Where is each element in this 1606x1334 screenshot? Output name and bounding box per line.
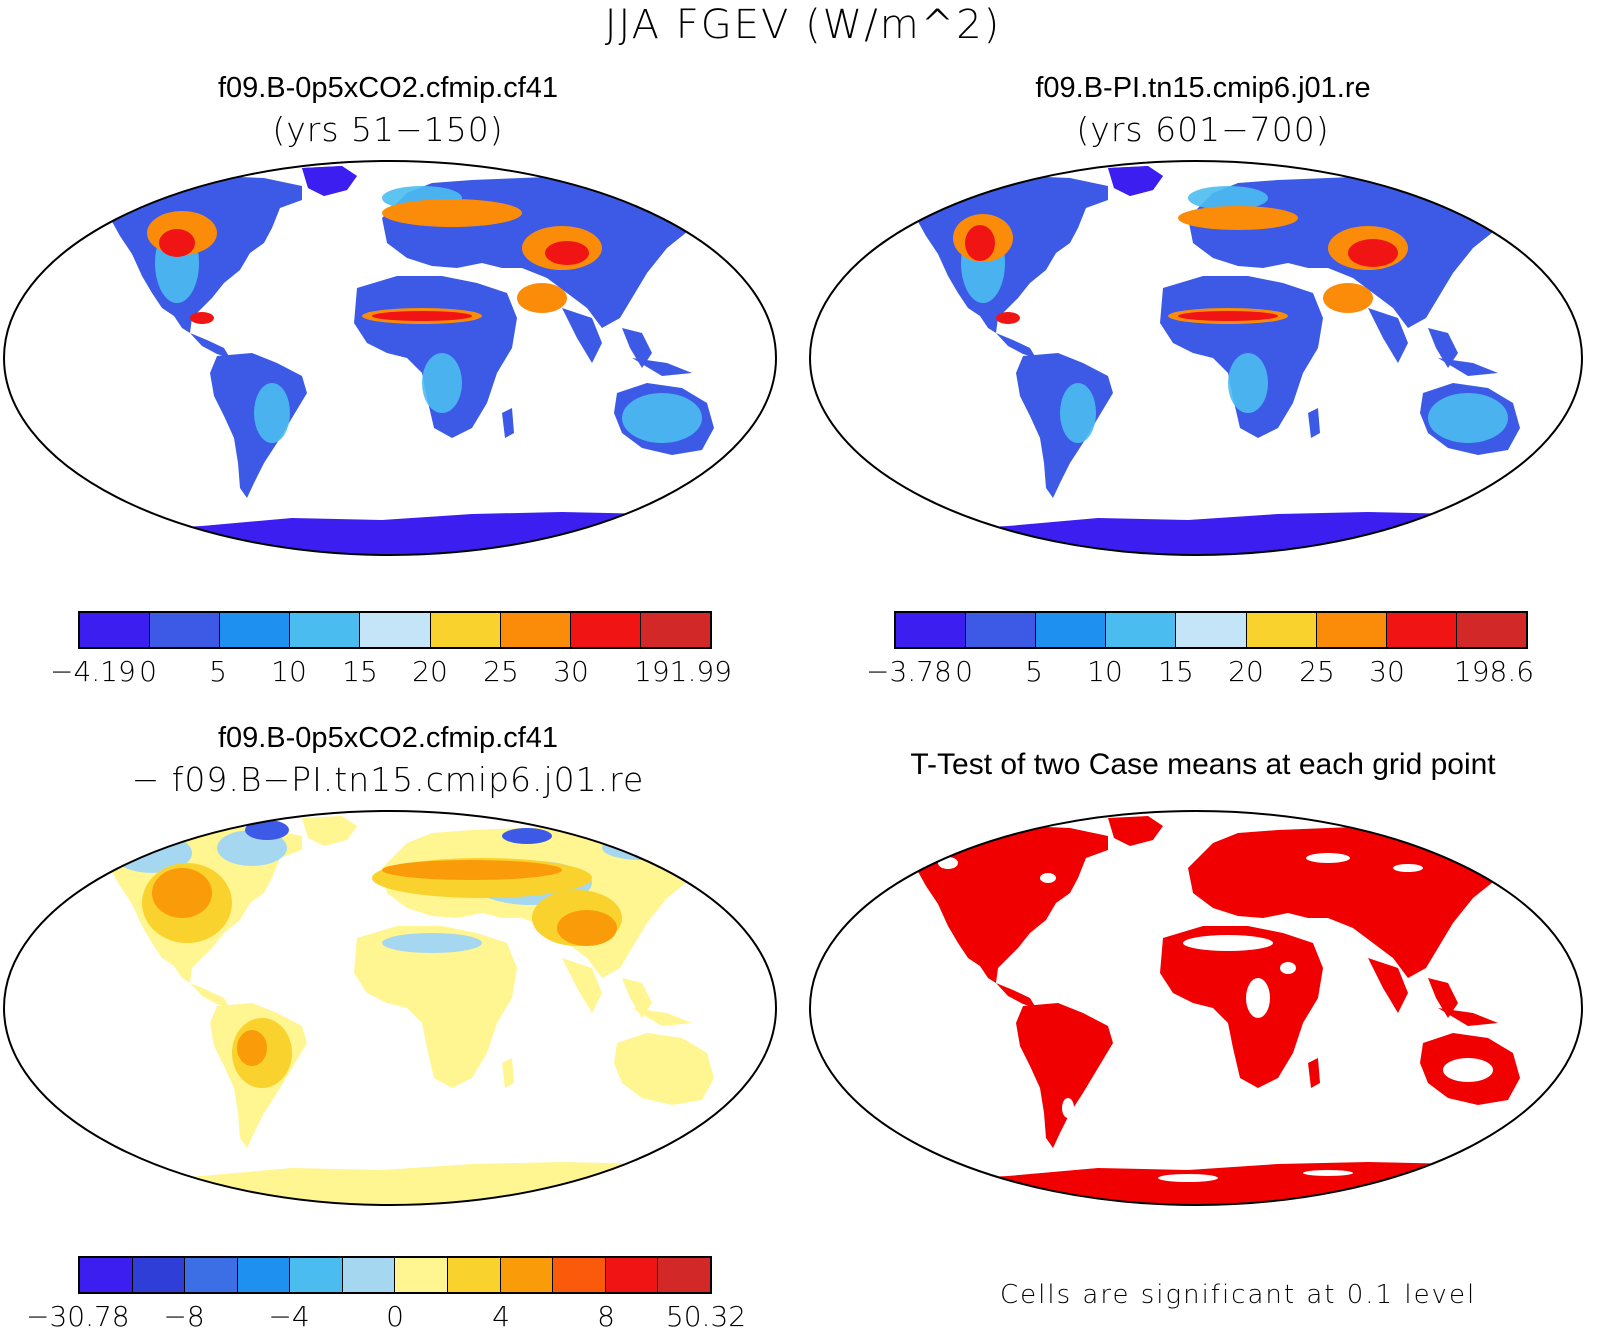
colorbar-labels-top-right: −3.78 0 5 10 15 20 25 30 198.6 (866, 655, 1534, 689)
colorbar-label: −8 (163, 1300, 205, 1333)
colorbar-cell (1456, 613, 1526, 647)
colorbar-cell (1316, 613, 1387, 647)
panel-title-top-right: f09.B-PI.tn15.cmip6.j01.re (1035, 72, 1371, 104)
colorbar-cell (553, 1258, 606, 1292)
colorbar-cell (605, 1258, 659, 1292)
colorbar-label: 5 (1025, 655, 1043, 688)
colorbar-cell (966, 613, 1037, 647)
colorbar-cell (360, 613, 431, 647)
colorbar-cell (640, 613, 710, 647)
colorbar-label: 0 (955, 655, 973, 688)
colorbar-cell (395, 1258, 449, 1292)
colorbar-label: 15 (1158, 655, 1194, 688)
colorbar-label: 50.32 (665, 1300, 747, 1333)
figure-title: JJA FGEV (W/m^2) (604, 2, 1002, 48)
panel-subtitle-top-right: (yrs 601−700) (1076, 110, 1330, 149)
colorbar-label: 10 (1087, 655, 1123, 688)
colorbar-label: −3.78 (866, 655, 952, 688)
colorbar-bottom-left (78, 1256, 712, 1294)
colorbar-cell (342, 1258, 396, 1292)
significant-cells (903, 816, 1528, 1205)
colorbar-cell (896, 613, 967, 647)
colorbar-cell (500, 1258, 554, 1292)
colorbar-label: −4 (268, 1300, 310, 1333)
colorbar-label: 20 (412, 655, 448, 688)
colorbar-cell (448, 1258, 501, 1292)
colorbar-label: 30 (553, 655, 589, 688)
colorbar-labels-top-left: −4.19 0 5 10 15 20 25 30 191.99 (50, 655, 732, 689)
colorbar-label: 4 (492, 1300, 510, 1333)
colorbar-cell (290, 1258, 343, 1292)
colorbar-cell (1246, 613, 1317, 647)
colorbar-label: −30.78 (26, 1300, 130, 1333)
colorbar-cell (150, 613, 221, 647)
colorbar-cell (570, 613, 641, 647)
colorbar-label: 8 (597, 1300, 615, 1333)
colorbar-top-left (78, 611, 712, 649)
colorbar-cell (185, 1258, 238, 1292)
panel-subtitle-top-left: (yrs 51−150) (272, 110, 504, 149)
colorbar-label: 25 (483, 655, 519, 688)
colorbar-label: 30 (1369, 655, 1405, 688)
colorbar-label: 0 (139, 655, 157, 688)
colorbar-cell (80, 1258, 133, 1292)
colorbar-label: 0 (386, 1300, 404, 1333)
colorbar-cell (220, 613, 291, 647)
colorbar-label: 10 (271, 655, 307, 688)
colorbar-label: 15 (342, 655, 378, 688)
colorbar-cell (132, 1258, 186, 1292)
colorbar-cell (1176, 613, 1247, 647)
colorbar-cell (290, 613, 361, 647)
colorbar-cell (237, 1258, 291, 1292)
colorbar-cell (1036, 613, 1107, 647)
colorbar-label: −4.19 (50, 655, 136, 688)
map-bottom-left (3, 810, 777, 1206)
significance-note: Cells are significant at 0.1 level (1000, 1280, 1477, 1310)
colorbar-cell (500, 613, 571, 647)
colorbar-label: 191.99 (634, 655, 732, 688)
map-top-right (809, 160, 1583, 556)
panel-title-bottom-left: f09.B-0p5xCO2.cfmip.cf41 (217, 722, 559, 754)
colorbar-label: 5 (209, 655, 227, 688)
colorbar-cell (1386, 613, 1457, 647)
map-top-left (3, 160, 777, 556)
colorbar-cell (658, 1258, 710, 1292)
map-bottom-right (809, 810, 1583, 1206)
colorbar-cell (430, 613, 501, 647)
panel-title-top-left: f09.B-0p5xCO2.cfmip.cf41 (217, 72, 559, 104)
colorbar-label: 25 (1299, 655, 1335, 688)
panel-subtitle-bottom-left: − f09.B−PI.tn15.cmip6.j01.re (131, 760, 645, 799)
colorbar-top-right (894, 611, 1528, 649)
colorbar-labels-bottom-left: −30.78 −8 −4 0 4 8 50.32 (26, 1300, 746, 1334)
colorbar-cell (80, 613, 151, 647)
colorbar-label: 198.6 (1453, 655, 1535, 688)
colorbar-cell (1106, 613, 1177, 647)
panel-title-bottom-right: T-Test of two Case means at each grid po… (910, 748, 1496, 781)
colorbar-label: 20 (1228, 655, 1264, 688)
